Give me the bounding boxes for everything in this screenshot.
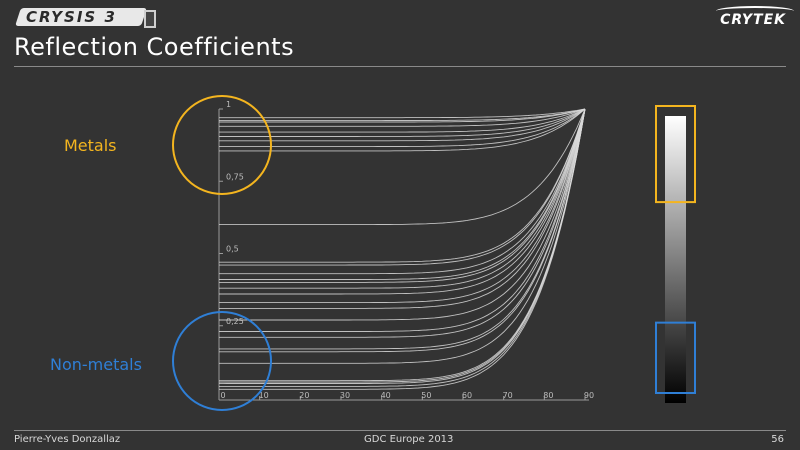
metals-highlight-circle	[172, 95, 272, 195]
reflection-curve	[219, 108, 586, 304]
y-tick-label: 1	[226, 100, 231, 109]
x-tick-label: 60	[462, 391, 472, 400]
reflection-curve	[219, 108, 586, 289]
crysis-3-logo: CRYSIS 3	[15, 6, 158, 32]
x-tick-label: 10	[259, 391, 269, 400]
nonmetals-range-box	[655, 321, 696, 395]
crytek-logo: CRYTEK	[716, 6, 795, 28]
reflection-curve	[219, 108, 586, 127]
reflection-curve	[219, 108, 586, 137]
reflection-curve	[219, 108, 586, 283]
footer-divider	[14, 430, 786, 431]
gradient-bar	[665, 116, 686, 403]
reflection-curve	[219, 108, 586, 364]
reflection-curve	[219, 108, 586, 266]
reflection-curve	[219, 108, 586, 338]
reflection-curve	[219, 108, 586, 385]
reflection-curve	[219, 108, 586, 133]
x-tick-label: 0	[220, 391, 225, 400]
reflection-curve	[219, 108, 586, 321]
reflection-curve	[219, 108, 586, 148]
reflection-curve	[219, 108, 586, 263]
reflection-curve	[219, 108, 586, 142]
x-tick-label: 70	[503, 391, 513, 400]
footer-event: GDC Europe 2013	[364, 434, 454, 445]
crytek-swoosh	[716, 6, 795, 16]
reflection-curve	[219, 108, 586, 382]
slide-title: Reflection Coefficients	[14, 33, 295, 61]
metals-range-box	[655, 105, 696, 204]
reflection-curve	[219, 108, 586, 119]
x-tick-label: 80	[543, 391, 553, 400]
reflection-curve	[219, 108, 586, 332]
reflection-curve	[219, 108, 586, 353]
reflection-curve	[219, 108, 586, 387]
reflection-curve	[219, 108, 586, 390]
reflection-curve	[219, 108, 586, 275]
reflection-curve	[219, 108, 586, 350]
nonmetals-highlight-circle	[172, 311, 272, 411]
x-tick-label: 30	[340, 391, 350, 400]
logo-box	[144, 10, 156, 28]
title-divider	[14, 66, 786, 67]
reflection-curve	[219, 108, 586, 122]
x-tick-label: 20	[299, 391, 309, 400]
reflection-curve	[219, 108, 586, 309]
nonmetals-label: Non-metals	[50, 355, 142, 374]
reflection-curve	[219, 108, 586, 383]
metals-label: Metals	[64, 136, 117, 155]
y-tick-label: 0,5	[226, 245, 239, 254]
x-tick-label: 40	[381, 391, 391, 400]
reflection-curve	[219, 108, 586, 295]
page-number: 56	[771, 434, 784, 445]
reflection-curve	[219, 108, 586, 226]
x-tick-label: 50	[421, 391, 431, 400]
y-tick-label: 0,75	[226, 172, 244, 181]
reflection-curve	[219, 108, 586, 152]
reflection-curve	[219, 108, 586, 280]
crytek-logo-text: CRYTEK	[720, 12, 786, 28]
reflection-curve	[219, 108, 586, 123]
x-tick-label: 90	[584, 391, 594, 400]
y-tick-label: 0,25	[226, 317, 244, 326]
footer-author: Pierre-Yves Donzallaz	[14, 434, 121, 445]
